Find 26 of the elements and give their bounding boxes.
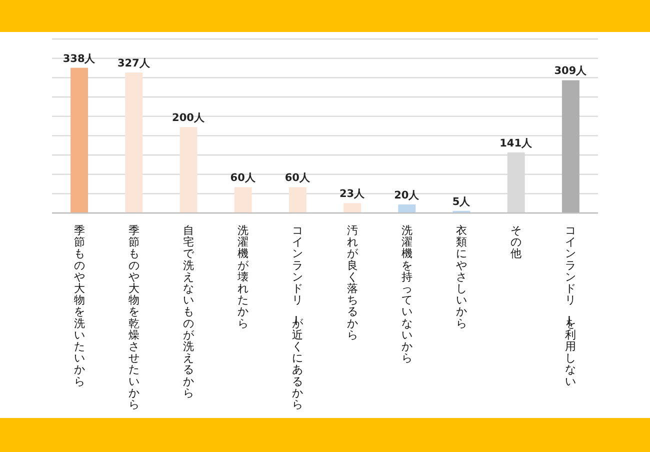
bar <box>125 72 143 213</box>
data-label: 60人 <box>284 172 312 184</box>
category-label: 洗濯機を持っていないから <box>401 224 412 365</box>
data-label: 141人 <box>500 137 534 150</box>
data-label: 327人 <box>117 58 152 70</box>
data-label: 338人 <box>62 52 97 65</box>
category-label: 洗濯機が壊れたから <box>238 224 249 330</box>
data-label: 5人 <box>452 196 472 208</box>
bar <box>180 127 198 213</box>
category-label: 季節ものや大物を乾燥させたいから <box>128 224 140 411</box>
bar <box>562 80 580 213</box>
data-label: 23人 <box>339 188 366 200</box>
bar <box>398 204 416 213</box>
x-tick-label: その他 <box>510 224 522 260</box>
data-label: 60人 <box>230 172 257 184</box>
data-label: 20人 <box>394 189 421 202</box>
category-label: 自宅で洗えないものが洗えるから <box>183 224 194 400</box>
category-label: 汚れが良く落ちるから <box>346 224 358 342</box>
bar <box>344 203 362 213</box>
category-label: 衣類にやさしいから <box>456 224 467 330</box>
bar <box>234 187 252 213</box>
category-label: 季節ものや大物を洗いたいから <box>74 224 85 388</box>
bar <box>70 68 88 213</box>
data-label: 200人 <box>172 112 206 124</box>
bar <box>288 187 306 213</box>
data-label: 309人 <box>554 65 588 78</box>
